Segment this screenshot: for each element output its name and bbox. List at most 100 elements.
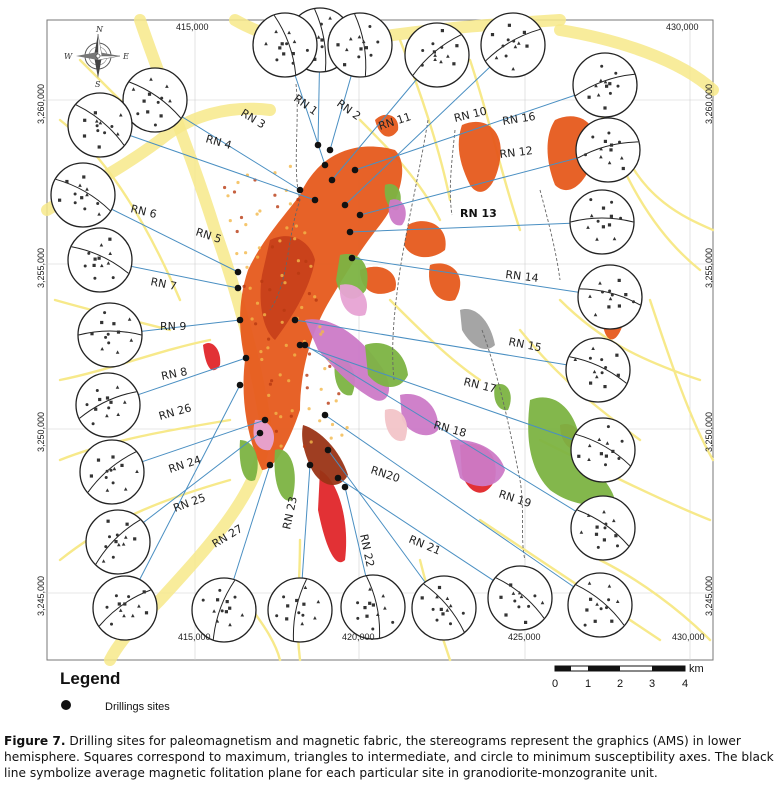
stereogram	[79, 439, 145, 505]
max-axis-square	[440, 29, 444, 33]
max-axis-square	[609, 214, 613, 218]
int-axis-triangle	[122, 613, 126, 618]
leader-line	[124, 384, 241, 609]
max-axis-square	[594, 532, 599, 536]
site-label: RN 12	[499, 144, 534, 161]
int-axis-triangle	[95, 119, 99, 123]
int-axis-triangle	[597, 437, 602, 441]
leader-line	[351, 257, 611, 298]
stereogram	[252, 12, 318, 78]
x-tick-label: 430,000	[672, 632, 705, 642]
max-axis-square	[611, 449, 615, 453]
drilling-site-dot	[234, 268, 242, 276]
drilling-site-dot	[242, 354, 250, 362]
y-tick-label: 3,245,000	[36, 576, 46, 616]
min-axis-circle	[431, 607, 435, 611]
pink-unit	[339, 284, 368, 316]
stereogram	[567, 572, 633, 638]
int-axis-triangle	[368, 587, 372, 591]
scale-bar: km 0 1 2 3 4	[552, 663, 704, 690]
max-axis-square	[295, 598, 299, 603]
max-axis-square	[371, 603, 375, 607]
leader-line	[324, 414, 601, 606]
int-axis-triangle	[100, 347, 104, 351]
max-axis-square	[90, 332, 94, 336]
min-axis-circle	[596, 219, 600, 223]
int-axis-triangle	[85, 192, 89, 197]
drilling-site-dot	[301, 341, 309, 349]
min-axis-circle	[616, 544, 619, 548]
int-axis-triangle	[599, 155, 603, 159]
min-axis-circle	[435, 618, 439, 622]
min-axis-circle	[73, 201, 77, 205]
max-axis-square	[228, 606, 232, 610]
min-axis-circle	[305, 48, 309, 52]
stereogram	[191, 577, 257, 643]
texture-mark	[266, 346, 270, 350]
texture-mark	[318, 419, 322, 423]
max-axis-square	[368, 601, 372, 605]
int-axis-triangle	[383, 606, 387, 610]
max-axis-square	[525, 44, 529, 48]
min-axis-circle	[104, 476, 108, 479]
granodiorite-outcrop	[458, 121, 501, 192]
legend: Legend Drillings sites	[60, 669, 170, 713]
max-axis-square	[363, 606, 367, 610]
west-label: W	[64, 52, 73, 61]
max-axis-square	[601, 225, 605, 229]
min-axis-circle	[431, 42, 435, 46]
max-axis-square	[111, 455, 115, 459]
min-axis-circle	[614, 71, 618, 75]
texture-mark	[296, 197, 300, 202]
foliation-plane	[314, 8, 327, 71]
min-axis-circle	[600, 371, 604, 375]
int-axis-triangle	[165, 84, 169, 88]
max-axis-square	[336, 43, 340, 47]
max-axis-square	[125, 522, 129, 526]
min-axis-circle	[201, 598, 205, 602]
min-axis-circle	[368, 25, 372, 28]
min-axis-circle	[617, 457, 621, 460]
texture-mark	[329, 436, 333, 440]
min-axis-circle	[91, 422, 95, 426]
drilling-site-dot	[351, 166, 359, 174]
int-axis-triangle	[313, 616, 317, 620]
stereonet-circle	[327, 12, 393, 78]
stereogram	[85, 509, 151, 575]
max-axis-square	[93, 257, 97, 261]
int-axis-triangle	[131, 87, 136, 91]
int-axis-triangle	[105, 413, 109, 418]
max-axis-square	[65, 179, 69, 184]
texture-mark	[254, 322, 258, 326]
texture-mark	[260, 279, 264, 283]
texture-mark	[304, 259, 308, 263]
texture-mark	[294, 224, 298, 228]
stereonet-circle	[570, 495, 636, 561]
int-axis-triangle	[78, 183, 82, 187]
texture-mark	[278, 373, 282, 377]
stereogram	[122, 67, 188, 133]
granodiorite-outcrop	[375, 114, 399, 137]
min-axis-circle	[391, 620, 395, 624]
int-axis-triangle	[316, 35, 321, 39]
texture-mark	[228, 219, 232, 223]
stereonet-circle	[575, 117, 641, 183]
max-axis-square	[589, 381, 593, 385]
int-axis-triangle	[445, 608, 450, 612]
max-axis-square	[609, 148, 613, 152]
min-axis-circle	[605, 606, 608, 610]
int-axis-triangle	[105, 488, 110, 492]
texture-mark	[290, 409, 294, 413]
stream	[648, 298, 715, 462]
texture-mark	[263, 313, 267, 317]
magenta-unit	[450, 439, 505, 487]
int-axis-triangle	[303, 585, 308, 589]
light-pink-unit	[384, 409, 408, 442]
texture-mark	[267, 393, 271, 397]
max-axis-square	[420, 596, 424, 600]
red-unit	[203, 342, 221, 371]
pink-unit	[253, 419, 275, 451]
max-axis-square	[609, 143, 614, 147]
drilling-site-dot	[234, 284, 242, 292]
min-axis-circle	[619, 216, 623, 220]
